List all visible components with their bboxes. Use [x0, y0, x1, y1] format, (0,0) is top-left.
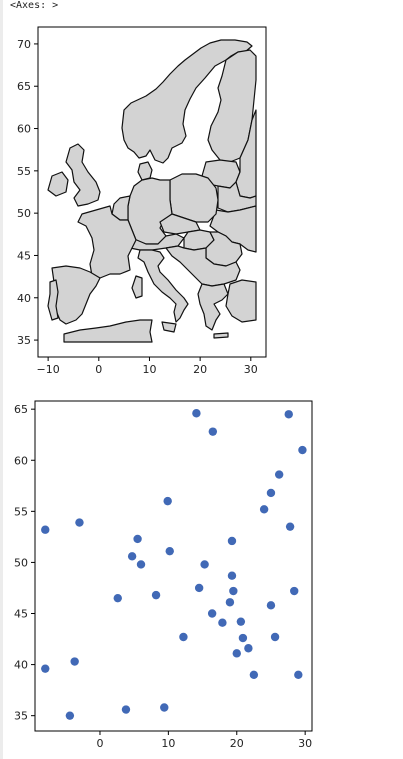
scatter-point	[160, 703, 169, 712]
map-ytick-label: 45	[17, 249, 31, 262]
map-xtick-label: 20	[193, 363, 207, 376]
map-country-balkans	[165, 245, 241, 287]
map-ytick-label: 40	[17, 292, 31, 305]
scatter-plot-frame	[34, 400, 313, 732]
scatter-point	[290, 586, 299, 596]
scatter-point	[259, 505, 269, 514]
scatter-point	[41, 664, 50, 673]
scatter-ytick-label: 40	[14, 659, 28, 672]
scatter-point	[232, 649, 241, 658]
map-xtick-label: 30	[244, 363, 258, 376]
scatter-y-axis: 35 40 45 50 55 60 65	[14, 403, 35, 723]
scatter-point	[179, 632, 188, 642]
map-country-portugal	[47, 279, 59, 321]
map-country-germany	[127, 177, 173, 245]
scatter-ytick-label: 45	[14, 608, 28, 621]
scatter-point	[294, 670, 303, 680]
scatter-xtick-label: 10	[161, 737, 175, 750]
map-country-greece	[197, 283, 229, 331]
scatter-point	[163, 496, 172, 506]
scatter-point	[200, 560, 209, 569]
map-country-scandinavia	[121, 39, 253, 164]
scatter-ytick-label: 65	[14, 403, 28, 416]
scatter-point	[284, 410, 293, 419]
scatter-axes: 0 10 20 30 35 40 45 50 55 60 65	[14, 400, 313, 750]
map-xtick-label: 10	[142, 363, 156, 376]
scatter-point	[151, 590, 161, 600]
map-country-ukraine	[209, 205, 257, 253]
scatter-point	[165, 546, 174, 556]
scatter-x-axis: 0 10 20 30	[96, 731, 312, 750]
europe-map	[47, 39, 257, 343]
map-country-poland	[169, 173, 219, 223]
scatter-point	[227, 571, 237, 580]
map-xtick-label: 0	[95, 363, 102, 376]
map-north-africa	[63, 319, 153, 343]
map-island-britain	[65, 143, 101, 207]
map-plot-frame	[37, 26, 267, 358]
scatter-point	[70, 657, 79, 666]
scatter-point	[285, 522, 295, 531]
map-x-axis: −10 0 10 20 30	[37, 357, 258, 376]
map-ytick-label: 55	[17, 165, 31, 178]
scatter-point	[266, 488, 276, 498]
scatter-ytick-label: 55	[14, 505, 28, 518]
scatter-point	[218, 618, 227, 627]
scatter-point	[208, 427, 218, 436]
scatter-ytick-label: 35	[14, 710, 28, 723]
map-country-france	[77, 205, 137, 279]
scatter-point	[194, 583, 204, 593]
scatter-point	[270, 632, 280, 642]
scatter-xtick-label: 0	[96, 737, 103, 750]
output-gutter	[0, 0, 3, 759]
map-axes: −10 0 10 20 30 35 40 45 50 55 60 65 70	[17, 26, 267, 376]
scatter-point	[266, 601, 276, 610]
map-island-sicily	[161, 321, 177, 333]
scatter-point	[65, 711, 75, 720]
map-country-turkey	[225, 279, 257, 323]
map-ytick-label: 35	[17, 334, 31, 347]
map-ytick-label: 60	[17, 123, 31, 136]
scatter-point	[121, 705, 131, 714]
scatter-ytick-label: 50	[14, 556, 28, 569]
scatter-ytick-label: 60	[14, 454, 28, 467]
scatter-point	[113, 593, 122, 603]
map-country-belarus	[217, 181, 257, 213]
scatter-xtick-label: 20	[230, 737, 244, 750]
scatter-xtick-label: 30	[298, 737, 312, 750]
scatter-point	[227, 536, 237, 546]
map-y-axis: 35 40 45 50 55 60 65 70	[17, 38, 38, 347]
scatter-point	[229, 586, 238, 596]
scatter-point	[298, 445, 307, 455]
scatter-point	[249, 670, 259, 680]
scatter-point	[225, 598, 235, 607]
map-country-austria	[129, 233, 185, 251]
scatter-point	[236, 617, 246, 626]
map-ytick-label: 70	[17, 38, 31, 51]
map-xtick-label: −10	[37, 363, 60, 376]
scatter-point	[244, 644, 253, 653]
scatter-point	[127, 552, 137, 561]
scatter-point	[274, 470, 284, 479]
scatter-point	[192, 409, 201, 418]
scatter-point	[207, 609, 217, 618]
map-ytick-label: 50	[17, 207, 31, 220]
map-country-italy	[137, 249, 189, 323]
scatter-point	[41, 525, 50, 534]
map-island-crete	[213, 332, 229, 339]
map-ytick-label: 65	[17, 80, 31, 93]
scatter-point	[75, 518, 84, 527]
scatter-point	[133, 534, 142, 544]
map-country-spain	[51, 265, 101, 325]
scatter-points	[41, 409, 307, 720]
scatter-point	[136, 560, 146, 569]
axes-output-label: <Axes: >	[10, 0, 59, 11]
map-island-ireland	[47, 171, 69, 197]
scatter-point	[238, 633, 248, 643]
map-island-sardinia	[131, 275, 143, 299]
map-country-denmark	[137, 161, 153, 181]
